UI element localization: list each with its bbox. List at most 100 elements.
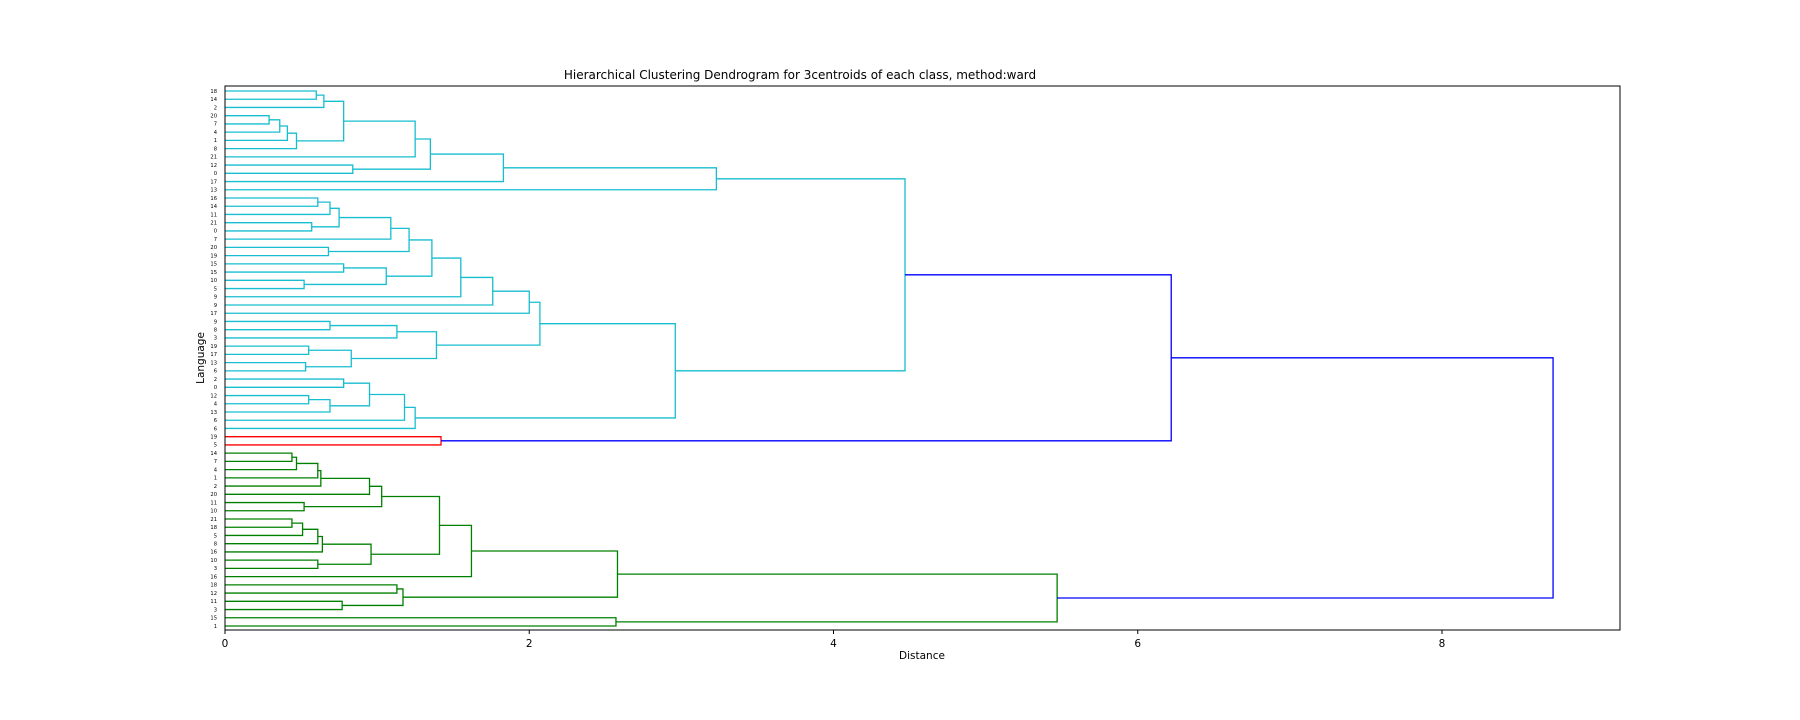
- leaf-label: 21: [210, 517, 217, 523]
- dendrogram-link-7: [225, 120, 416, 158]
- x-axis-label: Distance: [899, 650, 945, 662]
- dendrogram-link-39: [415, 323, 676, 419]
- leaf-label: 7: [214, 459, 217, 465]
- dendrogram-link-3: [225, 132, 298, 150]
- dendrogram-link-18: [328, 227, 410, 253]
- leaf-label: 18: [210, 89, 217, 95]
- leaf-label: 4: [214, 130, 218, 136]
- leaf-label: 11: [210, 500, 217, 506]
- leaf-label: 14: [210, 97, 217, 103]
- leaf-label: 9: [214, 295, 217, 301]
- leaf-label: 17: [210, 179, 217, 185]
- leaf-label: 17: [210, 352, 217, 358]
- leaf-label: 21: [210, 220, 217, 226]
- dendrogram-link-5: [225, 94, 325, 109]
- leaf-label: 19: [210, 253, 217, 259]
- leaf-label: 0: [214, 229, 217, 235]
- leaf-label: 12: [210, 163, 217, 169]
- leaf-label: 11: [210, 599, 217, 605]
- leaf-label: 4: [214, 467, 218, 473]
- leaf-label: 3: [214, 566, 217, 572]
- leaf-label: 0: [214, 385, 217, 391]
- dendrogram-link-54: [225, 559, 319, 570]
- leaf-label: 2: [214, 105, 217, 111]
- leaf-label: 5: [214, 533, 217, 539]
- dendrogram-link-13: [225, 201, 331, 216]
- leaf-label: 12: [210, 591, 217, 597]
- leaf-label: 8: [214, 327, 217, 333]
- leaf-label: 21: [210, 155, 217, 161]
- leaf-label: 13: [210, 410, 217, 416]
- leaf-label: 20: [210, 113, 217, 119]
- x-tick-label: 2: [526, 638, 533, 650]
- leaf-label: 8: [214, 146, 217, 152]
- leaf-label: 10: [210, 278, 217, 284]
- leaf-label: 0: [214, 171, 217, 177]
- dendrogram-link-12: [225, 197, 319, 207]
- leaf-label: 1: [214, 476, 217, 482]
- leaf-label: 2: [214, 484, 217, 490]
- leaf-label: 1: [214, 624, 217, 630]
- dendrogram-link-59: [225, 600, 343, 611]
- dendrogram-link-62: [225, 617, 617, 627]
- dendrogram-link-61: [402, 550, 619, 598]
- leaf-label: 6: [214, 369, 217, 375]
- leaf-label: 13: [210, 188, 217, 194]
- dendrogram-link-29: [225, 361, 307, 372]
- dendrogram-link-40: [675, 178, 906, 372]
- leaf-label: 8: [214, 541, 217, 547]
- dendrogram-link-34: [225, 399, 331, 413]
- leaf-label: 14: [210, 451, 217, 457]
- leaf-label: 2: [214, 377, 217, 383]
- leaf-label: 18: [210, 525, 217, 531]
- plot-frame: [224, 85, 1621, 631]
- dendrogram-link-8: [225, 164, 354, 174]
- dendrogram-link-38: [225, 406, 416, 430]
- leaf-label: 9: [214, 303, 217, 309]
- leaf-label: 5: [214, 286, 217, 292]
- x-tick-label: 6: [1134, 638, 1141, 650]
- leaf-label: 14: [210, 204, 217, 210]
- leaf-label: 13: [210, 360, 217, 366]
- dendrogram-link-44: [225, 456, 298, 471]
- x-axis-ticks: 0 2 4 6 8: [222, 630, 1446, 650]
- leaf-label: 10: [210, 558, 217, 564]
- dendrogram-link-49: [304, 485, 383, 508]
- leaf-label: 3: [214, 607, 217, 613]
- y-axis-label: Language: [195, 332, 207, 384]
- leaf-label: 10: [210, 509, 217, 515]
- chart-title: Hierarchical Clustering Dendrogram for 3…: [564, 68, 1036, 82]
- dendrogram-link-56: [371, 495, 441, 555]
- dendrogram-link-37: [225, 393, 406, 421]
- leaf-label: 20: [210, 245, 217, 251]
- leaf-label: 17: [210, 311, 217, 317]
- leaf-label: 16: [210, 574, 217, 580]
- leaf-label: 12: [210, 393, 217, 399]
- leaf-label: 6: [214, 418, 217, 424]
- leaf-label: 19: [210, 434, 217, 440]
- x-tick-label: 8: [1439, 638, 1446, 650]
- dendrogram-links: [225, 90, 1554, 627]
- leaf-label: 16: [210, 550, 217, 556]
- dendrogram-link-14: [225, 222, 313, 232]
- x-tick-label: 4: [830, 638, 837, 650]
- leaf-labels: 1814220741821120171316141121072019151510…: [210, 89, 217, 630]
- leaf-label: 15: [210, 616, 217, 622]
- leaf-label: 15: [210, 262, 217, 268]
- leaf-label: 15: [210, 270, 217, 276]
- dendrogram-link-45: [225, 462, 319, 479]
- leaf-label: 3: [214, 336, 217, 342]
- leaf-label: 5: [214, 443, 217, 449]
- leaf-label: 20: [210, 492, 217, 498]
- dendrogram-link-10: [225, 153, 505, 183]
- dendrogram-link-22: [386, 239, 433, 277]
- leaf-label: 7: [214, 122, 217, 128]
- dendrogram-link-21: [304, 267, 387, 286]
- leaf-label: 9: [214, 319, 217, 325]
- leaf-label: 16: [210, 196, 217, 202]
- dendrogram-link-36: [329, 382, 371, 407]
- dendrogram-link-26: [225, 320, 331, 331]
- leaf-label: 6: [214, 426, 217, 432]
